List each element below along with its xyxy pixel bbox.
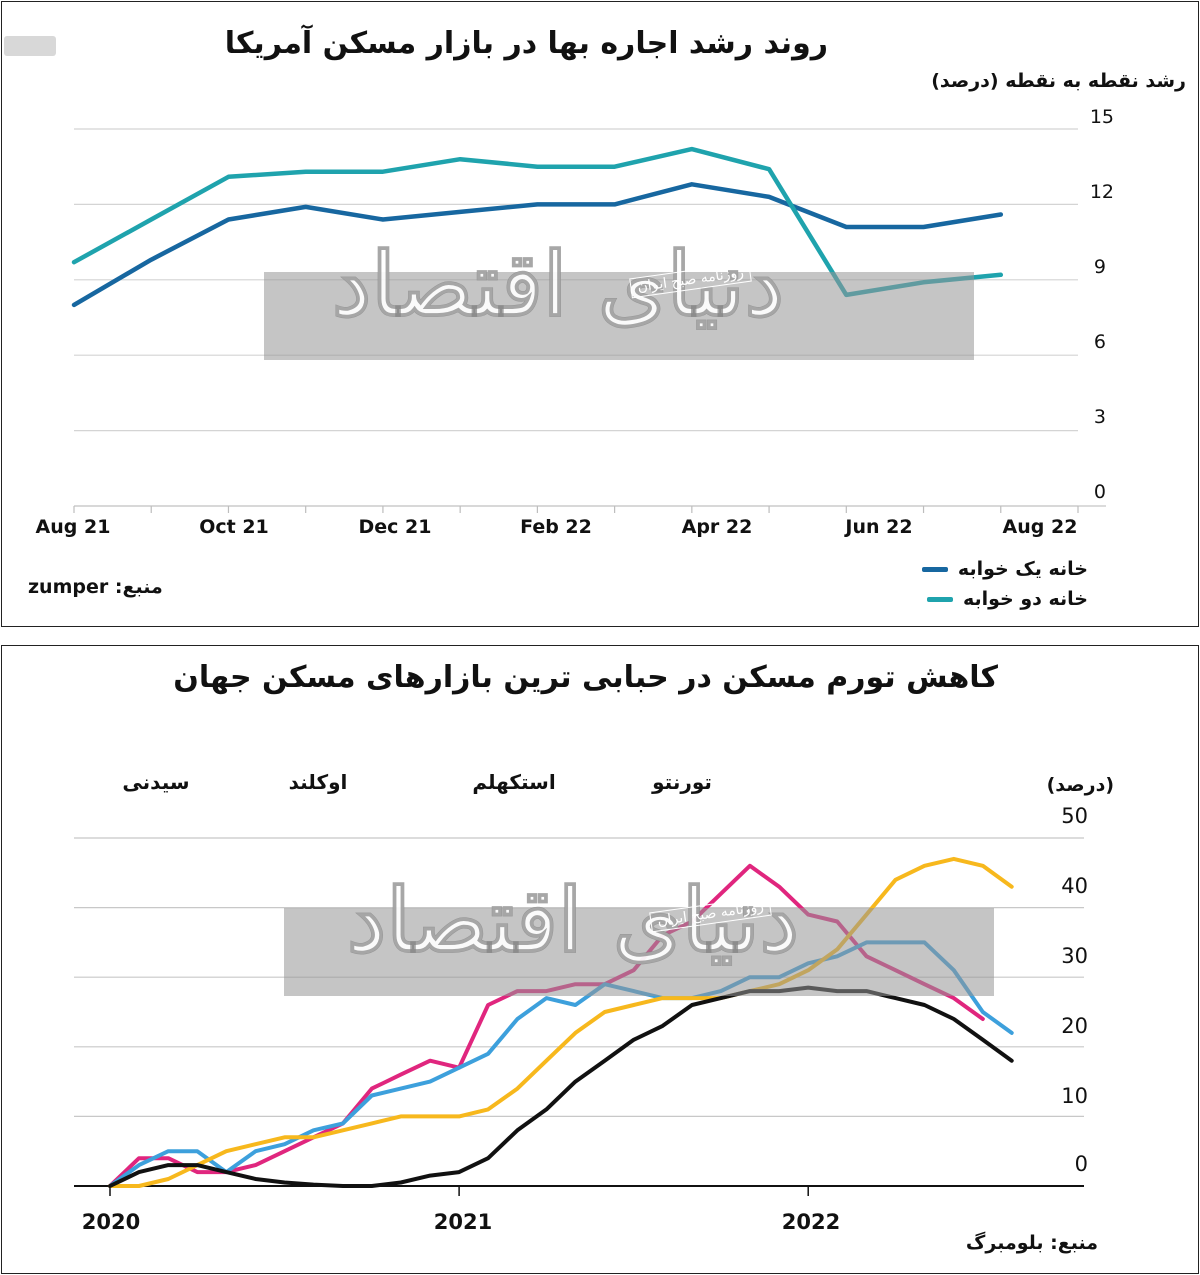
- y-tick: 15: [1089, 106, 1114, 128]
- legend-swatch: [921, 566, 948, 572]
- y-tick: 40: [1061, 874, 1088, 898]
- watermark-band: [264, 272, 974, 360]
- y-axis-label: (درصد): [1046, 774, 1114, 796]
- y-tick: 9: [1093, 256, 1106, 278]
- y-tick: 50: [1061, 804, 1088, 828]
- watermark-text: دنیای اقتصاد: [347, 868, 800, 973]
- x-tick: 2021: [433, 1210, 493, 1234]
- legend-swatch: [926, 596, 953, 602]
- chart-title: روند رشد اجاره بها در بازار مسکن آمریکا: [224, 26, 828, 61]
- series-label-stockholm: استکهلم: [472, 770, 556, 794]
- chart-title: کاهش تورم مسکن در حبابی ترین بازارهای مس…: [173, 660, 998, 695]
- x-tick: Feb 22: [520, 516, 592, 538]
- legend-item-one-bedroom: خانه یک خوابه: [921, 558, 1088, 580]
- y-tick: 10: [1061, 1084, 1088, 1108]
- series-label-toronto: تورنتو: [652, 770, 712, 794]
- y-tick: 0: [1093, 481, 1106, 503]
- corner-tag: [4, 36, 56, 56]
- x-tick: 2022: [781, 1210, 841, 1234]
- legend-label: خانه یک خوابه: [957, 558, 1088, 580]
- y-tick: 12: [1089, 181, 1114, 203]
- x-tick: Aug 21: [35, 516, 111, 538]
- y-tick: 0: [1074, 1152, 1088, 1176]
- legend-item-two-bedroom: خانه دو خوابه: [926, 588, 1088, 610]
- x-tick: Jun 22: [845, 516, 913, 538]
- x-tick: Oct 21: [199, 516, 269, 538]
- x-tick: 2020: [81, 1210, 141, 1234]
- y-tick: 3: [1093, 406, 1106, 428]
- source-note: منبع: zumper: [28, 576, 163, 598]
- watermark-band: [284, 908, 994, 996]
- chart-panel-global-housing: کاهش تورم مسکن در حبابی ترین بازارهای مس…: [1, 645, 1199, 1274]
- watermark-text: دنیای اقتصاد: [332, 232, 785, 337]
- x-tick: Aug 22: [1002, 516, 1078, 538]
- series-label-sydney: سیدنی: [122, 770, 190, 794]
- series-line-0: [71, 182, 1004, 308]
- y-axis-label: رشد نقطه به نقطه (درصد): [931, 70, 1186, 92]
- source-note: منبع: بلومبرگ: [965, 1232, 1098, 1254]
- x-tick: Apr 22: [681, 516, 753, 538]
- y-tick: 30: [1061, 944, 1088, 968]
- y-tick: 6: [1093, 331, 1106, 353]
- legend-label: خانه دو خوابه: [962, 588, 1088, 610]
- series-label-auckland: اوکلند: [288, 770, 348, 794]
- x-tick: Dec 21: [358, 516, 432, 538]
- chart-panel-us-rent: روند رشد اجاره بها در بازار مسکن آمریکا …: [1, 1, 1199, 627]
- y-tick: 20: [1061, 1014, 1088, 1038]
